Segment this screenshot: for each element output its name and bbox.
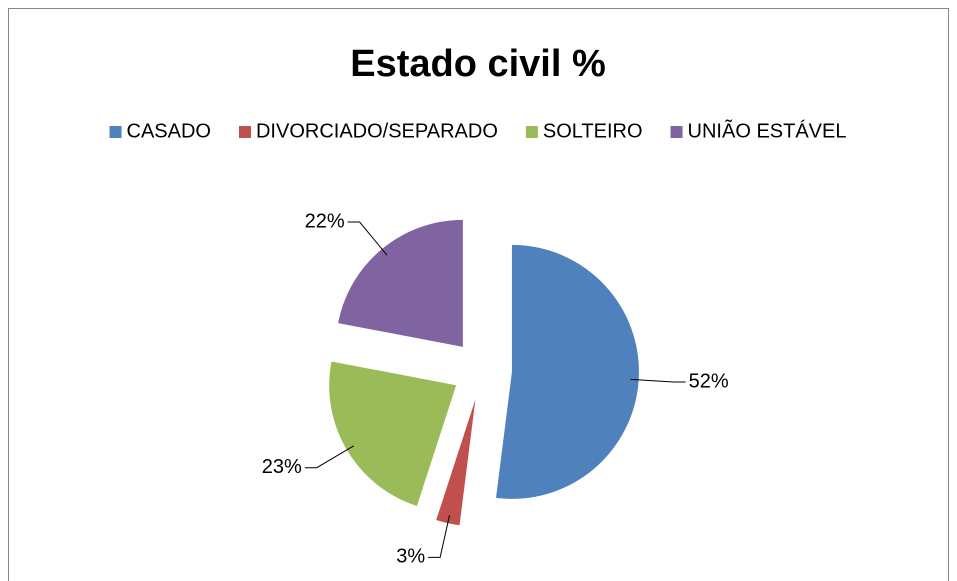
- chart-border: [8, 8, 949, 581]
- pie-slice: [496, 244, 639, 499]
- legend-swatch: [238, 126, 251, 138]
- legend-swatch: [670, 126, 683, 138]
- legend-label: SOLTEIRO: [543, 120, 643, 142]
- legend: CASADO DIVORCIADO/SEPARADO SOLTEIRO UNIÃO E…: [109, 118, 847, 142]
- pie-slice: [338, 219, 463, 347]
- legend-swatch: [525, 126, 538, 138]
- leader-line: [630, 378, 686, 383]
- leader-line: [428, 515, 450, 558]
- pie-slice: [436, 399, 476, 526]
- leader-line: [304, 445, 355, 469]
- legend-swatch: [109, 126, 122, 138]
- data-label: 22%: [305, 210, 345, 232]
- chart-title: Estado civil %: [350, 43, 606, 85]
- legend-label: UNIÃO ESTÁVEL: [688, 118, 847, 142]
- data-label: 52%: [689, 370, 729, 392]
- pie-slice: [329, 361, 457, 507]
- legend-label: CASADO: [127, 120, 211, 142]
- data-label: 3%: [396, 546, 425, 568]
- leader-line: [347, 221, 388, 256]
- legend-label: DIVORCIADO/SEPARADO: [256, 120, 498, 142]
- data-label: 23%: [262, 456, 302, 478]
